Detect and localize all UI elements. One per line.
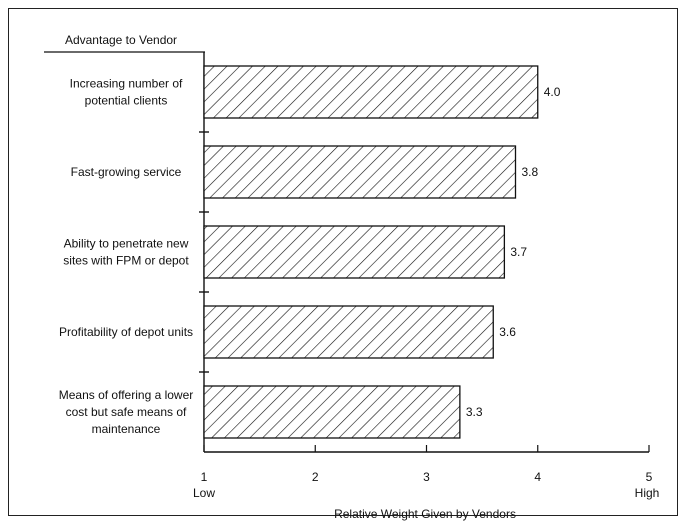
category-label: Fast-growing service — [71, 165, 182, 179]
category-label-line: potential clients — [85, 94, 168, 108]
category-label-line: Profitability of depot units — [59, 325, 193, 339]
bar-value-label: 3.7 — [510, 245, 527, 259]
category-label: Means of offering a lower cost but safe m… — [59, 388, 194, 436]
category-header: Advantage to Vendor — [65, 33, 177, 47]
x-axis-label: Relative Weight Given by Vendors — [334, 507, 516, 521]
x-low-label: Low — [193, 486, 215, 500]
x-tick-label: 3 — [423, 470, 430, 484]
bar — [203, 385, 461, 439]
category-label-line: cost but safe means of — [66, 405, 187, 419]
category-label: Increasing number of potential clients — [70, 77, 183, 108]
chart-marks: 4.0 Increasing number of potential clients… — [59, 52, 660, 500]
bar-value-label: 3.8 — [522, 165, 539, 179]
bar-value-label: 4.0 — [544, 85, 561, 99]
category-label-line: Ability to penetrate new — [64, 237, 189, 251]
category-label-line: Means of offering a lower — [59, 388, 194, 402]
category-label: Profitability of depot units — [59, 325, 193, 339]
category-label: Ability to penetrate new sites with FPM o… — [63, 237, 189, 268]
bar-value-label: 3.6 — [499, 325, 516, 339]
x-tick-label: 1 — [201, 470, 208, 484]
category-label-line: Increasing number of — [70, 77, 183, 91]
x-tick-label: 5 — [646, 470, 653, 484]
bar-value-label: 3.3 — [466, 405, 483, 419]
category-label-line: maintenance — [92, 422, 161, 436]
bar — [203, 225, 506, 279]
chart-frame — [8, 8, 678, 516]
x-high-label: High — [635, 486, 660, 500]
bar — [203, 65, 539, 119]
category-label-line: Fast-growing service — [71, 165, 182, 179]
x-tick-label: 2 — [312, 470, 319, 484]
bar — [203, 305, 494, 359]
category-label-line: sites with FPM or depot — [63, 254, 189, 268]
bar — [203, 145, 517, 199]
x-tick-label: 4 — [534, 470, 541, 484]
